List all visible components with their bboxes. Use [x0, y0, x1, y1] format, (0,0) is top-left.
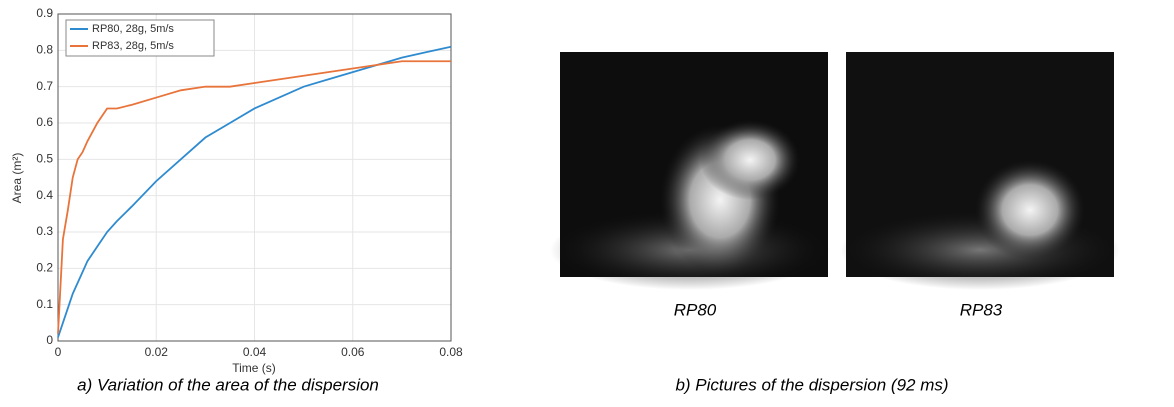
y-tick-label: 0 — [46, 333, 53, 347]
figure: RP80 RP83 a) Variation of the area of th… — [0, 0, 1174, 402]
caption: a) Variation of the area of the dispersi… — [77, 375, 379, 394]
y-tick-label: 0.8 — [36, 43, 53, 57]
y-tick-label: 0.7 — [36, 79, 53, 93]
photo-rp80 — [550, 52, 830, 290]
y-tick-label: 0.4 — [36, 188, 53, 202]
legend-label: RP83, 28g, 5m/s — [92, 40, 174, 52]
x-tick-label: 0.04 — [243, 345, 267, 359]
x-tick-label: 0.08 — [439, 345, 463, 359]
photo-label: RP83 — [960, 300, 1003, 319]
y-tick-label: 0.2 — [36, 261, 53, 275]
y-axis-label: Area (m²) — [10, 153, 24, 204]
photo-rp83 — [840, 52, 1120, 290]
y-tick-label: 0.1 — [36, 297, 53, 311]
photo-label: RP80 — [674, 300, 717, 319]
y-tick-label: 0.9 — [36, 6, 53, 20]
x-tick-label: 0 — [55, 345, 62, 359]
x-tick-label: 0.06 — [341, 345, 365, 359]
x-axis-label: Time (s) — [232, 361, 276, 375]
y-tick-label: 0.6 — [36, 115, 53, 129]
x-tick-label: 0.02 — [145, 345, 169, 359]
caption: b) Pictures of the dispersion (92 ms) — [675, 375, 948, 394]
y-tick-label: 0.5 — [36, 152, 53, 166]
y-tick-label: 0.3 — [36, 224, 53, 238]
legend-label: RP80, 28g, 5m/s — [92, 23, 174, 35]
